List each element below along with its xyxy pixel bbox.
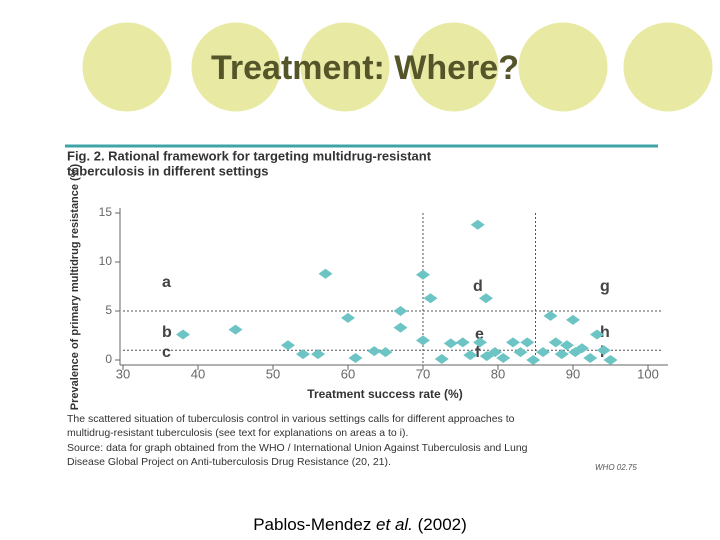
x-axis-label: Treatment success rate (%) — [307, 387, 462, 401]
point — [470, 219, 485, 230]
point — [596, 345, 611, 356]
point — [479, 293, 493, 304]
point — [566, 314, 580, 325]
x-tick-label: 80 — [491, 366, 505, 381]
region-label: a — [162, 274, 171, 291]
y-tick-label: 5 — [105, 303, 112, 317]
source-tag: WHO 02.75 — [595, 463, 637, 472]
point — [281, 340, 295, 351]
decoration — [79, 19, 716, 115]
point — [526, 355, 541, 365]
point — [590, 329, 604, 340]
region-label: g — [600, 278, 610, 295]
point — [434, 354, 449, 365]
point — [560, 340, 574, 351]
point — [536, 347, 550, 358]
caption: The scattered situation of tuberculosis … — [67, 413, 515, 425]
x-tick-label: 60 — [341, 366, 355, 381]
region-label: f — [475, 344, 481, 361]
citation-text: (2002) — [412, 515, 467, 534]
x-tick-label: 30 — [116, 366, 130, 381]
point — [543, 310, 558, 321]
point — [603, 355, 618, 365]
caption: Disease Global Project on Anti-tuberculo… — [67, 456, 391, 468]
point — [348, 353, 363, 364]
citation-text: et al. — [376, 515, 413, 534]
region-label: h — [600, 324, 610, 341]
y-tick-label: 0 — [105, 352, 112, 366]
point — [496, 353, 511, 364]
point — [455, 337, 470, 348]
point — [554, 349, 569, 360]
point — [575, 343, 589, 354]
region-label: c — [162, 344, 171, 361]
region-label: b — [162, 324, 172, 341]
point — [393, 322, 408, 333]
point — [488, 347, 502, 358]
caption: multidrug-resistant tuberculosis (see te… — [67, 427, 408, 439]
point — [367, 346, 382, 357]
point — [416, 335, 430, 346]
region-label: d — [473, 278, 483, 295]
figure-title: Fig. 2. Rational framework for targeting… — [67, 148, 432, 163]
point — [443, 338, 458, 349]
y-axis-label: Prevalence of primary multidrug resistan… — [69, 163, 81, 410]
point — [520, 337, 535, 348]
citation: Pablos-Mendez et al. (2002) — [0, 515, 720, 535]
point — [176, 329, 190, 340]
slide-title: Treatment: Where? — [211, 49, 519, 87]
point — [506, 337, 520, 348]
point — [416, 269, 430, 280]
point — [311, 349, 325, 360]
point — [296, 349, 310, 360]
point — [583, 353, 598, 364]
region-label: e — [475, 326, 484, 343]
y-tick-label: 10 — [99, 254, 113, 268]
x-tick-label: 90 — [566, 366, 580, 381]
point — [463, 350, 478, 361]
point — [228, 324, 243, 335]
caption: Source: data for graph obtained from the… — [67, 442, 528, 454]
point — [318, 268, 333, 279]
x-tick-label: 70 — [416, 366, 430, 381]
figure-title: tuberculosis in different settings — [67, 163, 269, 178]
point — [341, 312, 355, 323]
citation-text: Pablos-Mendez — [253, 515, 377, 534]
point — [393, 306, 408, 316]
y-tick-label: 15 — [99, 205, 113, 219]
point — [513, 347, 528, 358]
x-tick-label: 100 — [637, 366, 659, 381]
point — [423, 293, 438, 304]
x-tick-label: 40 — [191, 366, 205, 381]
point — [378, 347, 393, 358]
point — [473, 337, 487, 348]
x-tick-label: 50 — [266, 366, 280, 381]
point — [548, 337, 563, 348]
